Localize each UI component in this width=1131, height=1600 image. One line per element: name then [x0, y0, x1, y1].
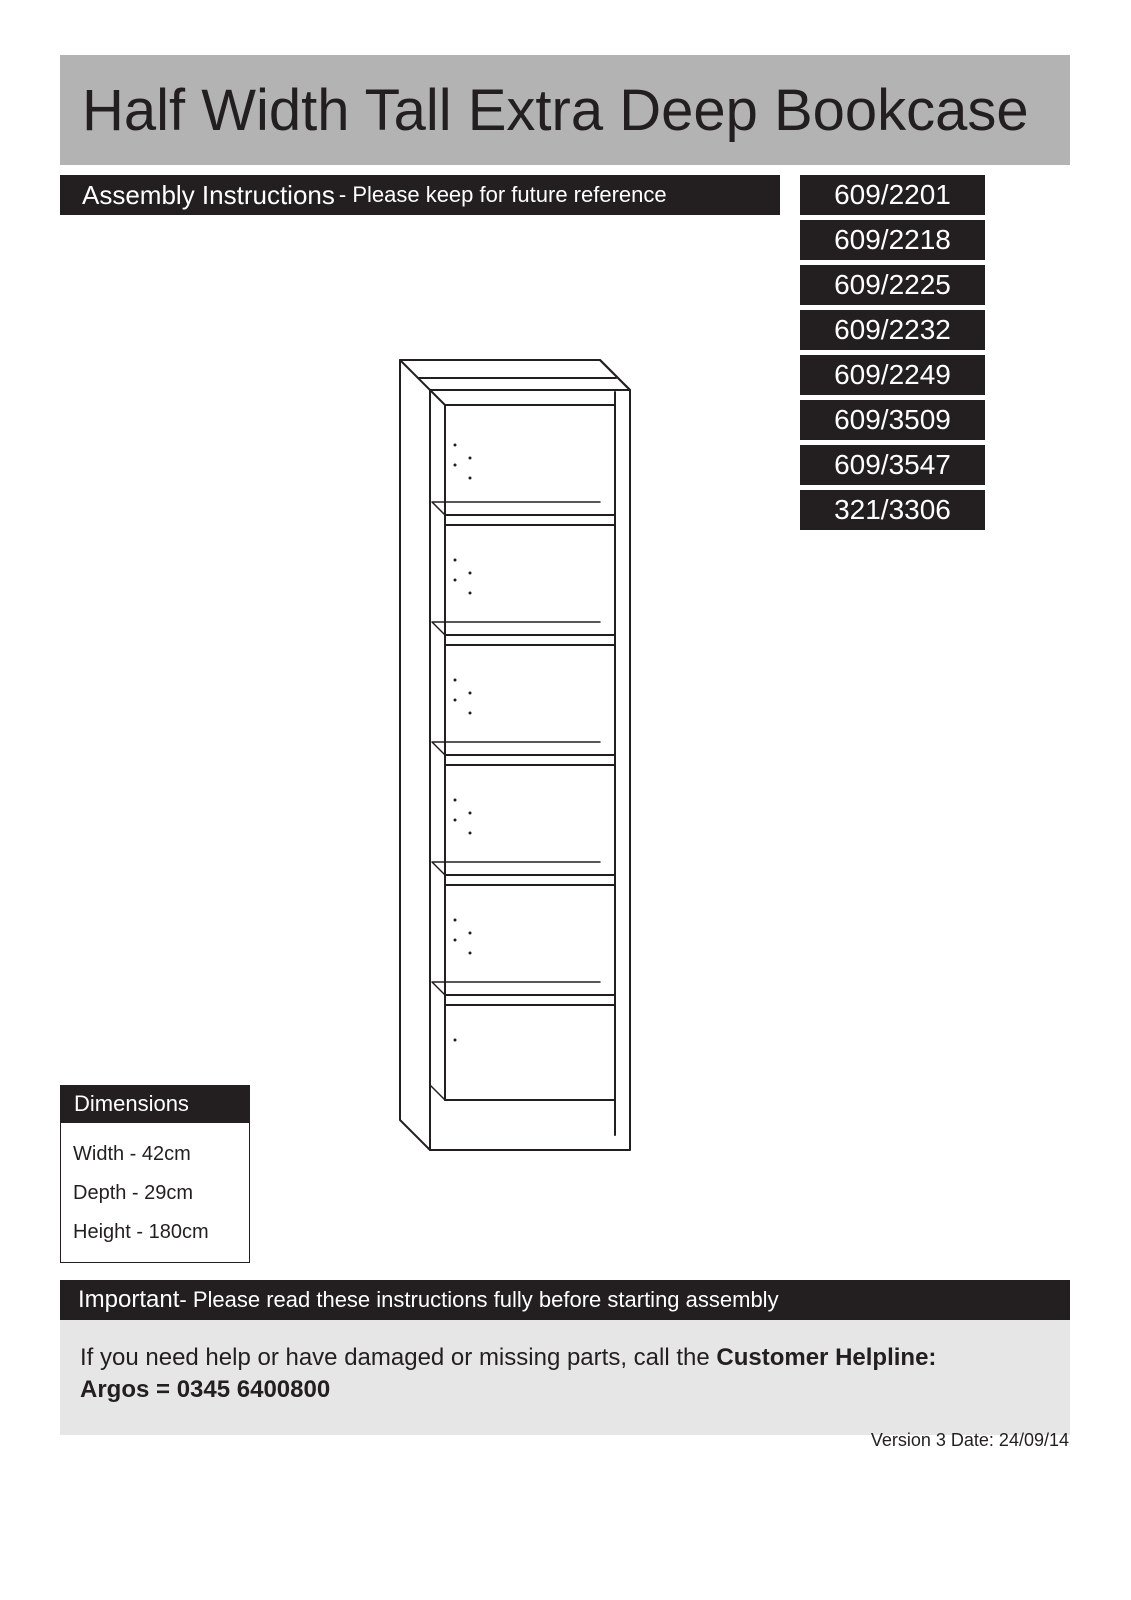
important-label-light: - Please read these instructions fully b…	[179, 1287, 778, 1313]
help-text-bold2: Argos = 0345 6400800	[80, 1376, 330, 1403]
product-code: 609/2218	[800, 220, 985, 260]
help-text-pre: If you need help or have damaged or miss…	[80, 1344, 716, 1371]
dimensions-header: Dimensions	[60, 1085, 250, 1123]
dimensions-box: Dimensions Width - 42cm Depth - 29cm Hei…	[60, 1085, 250, 1263]
product-code: 321/3306	[800, 490, 985, 530]
product-code-list: 609/2201 609/2218 609/2225 609/2232 609/…	[800, 175, 985, 535]
assembly-label-light: - Please keep for future reference	[339, 182, 667, 208]
help-text-bold1: Customer Helpline:	[716, 1344, 936, 1371]
product-code: 609/2232	[800, 310, 985, 350]
dimensions-body: Width - 42cm Depth - 29cm Height - 180cm	[60, 1123, 250, 1263]
product-code: 609/3509	[800, 400, 985, 440]
help-box: If you need help or have damaged or miss…	[60, 1320, 1070, 1435]
assembly-label-bold: Assembly Instructions	[82, 180, 335, 211]
important-bar: Important - Please read these instructio…	[60, 1280, 1070, 1320]
product-code: 609/2201	[800, 175, 985, 215]
dimension-width: Width - 42cm	[73, 1143, 237, 1166]
dimension-depth: Depth - 29cm	[73, 1182, 237, 1205]
product-code: 609/3547	[800, 445, 985, 485]
bookcase-diagram	[370, 330, 670, 1160]
title-bar: Half Width Tall Extra Deep Bookcase	[60, 55, 1070, 165]
product-code: 609/2249	[800, 355, 985, 395]
page-title: Half Width Tall Extra Deep Bookcase	[82, 77, 1029, 144]
dimension-height: Height - 180cm	[73, 1221, 237, 1244]
assembly-instructions-bar: Assembly Instructions - Please keep for …	[60, 175, 780, 215]
version-text: Version 3 Date: 24/09/14	[871, 1430, 1069, 1451]
product-code: 609/2225	[800, 265, 985, 305]
important-label-bold: Important	[78, 1286, 179, 1314]
